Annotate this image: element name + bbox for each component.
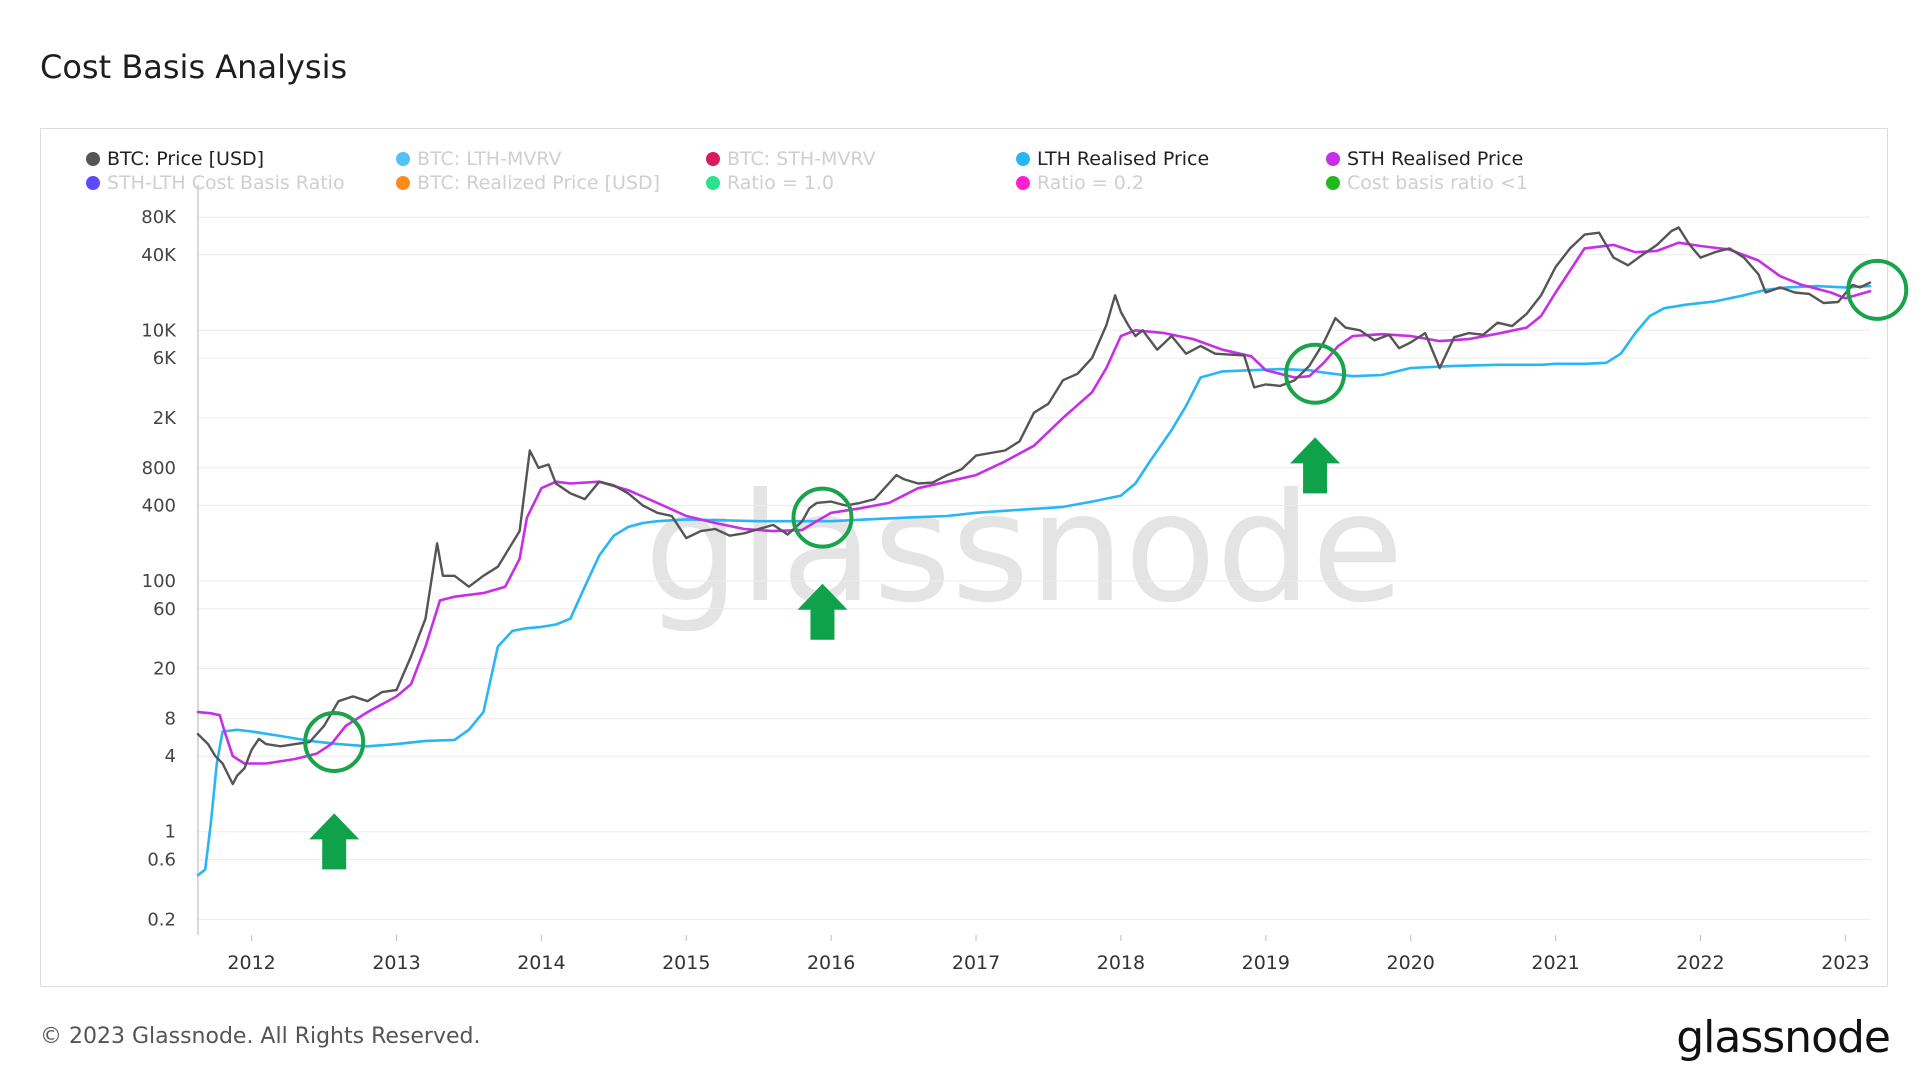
legend-marker bbox=[1016, 152, 1030, 166]
x-tick-label: 2021 bbox=[1531, 952, 1579, 974]
highlight-circle bbox=[303, 710, 366, 773]
chart-frame bbox=[40, 128, 1888, 987]
legend-marker bbox=[1326, 176, 1340, 190]
x-tick-label: 2013 bbox=[372, 952, 420, 974]
y-tick-label: 6K bbox=[153, 348, 177, 369]
x-tick-label: 2015 bbox=[662, 952, 710, 974]
y-tick-label: 2K bbox=[153, 408, 177, 429]
legend-marker bbox=[1326, 152, 1340, 166]
x-tick-label: 2016 bbox=[807, 952, 855, 974]
legend-item[interactable]: Cost basis ratio <1 bbox=[1326, 172, 1528, 194]
y-tick-label: 0.2 bbox=[147, 909, 176, 930]
x-tick-label: 2017 bbox=[952, 952, 1000, 974]
legend-item[interactable]: LTH Realised Price bbox=[1016, 148, 1209, 170]
legend-label: Ratio = 1.0 bbox=[727, 172, 834, 194]
glassnode-logo[interactable]: glassnode bbox=[1676, 1012, 1891, 1063]
series-line-lth-realised-price bbox=[196, 284, 1872, 877]
highlight-circle bbox=[1284, 342, 1347, 405]
legend-item[interactable]: STH Realised Price bbox=[1326, 148, 1523, 170]
x-tick-label: 2022 bbox=[1676, 952, 1724, 974]
legend-label: STH Realised Price bbox=[1347, 148, 1524, 170]
legend-marker bbox=[706, 176, 720, 190]
legend-label: Ratio = 0.2 bbox=[1037, 172, 1144, 194]
y-tick-label: 10K bbox=[141, 320, 177, 341]
legend-marker bbox=[396, 152, 410, 166]
x-tick-label: 2023 bbox=[1821, 952, 1869, 974]
x-tick-label: 2020 bbox=[1387, 952, 1435, 974]
highlight-circle bbox=[1846, 258, 1909, 321]
x-tick-label: 2018 bbox=[1097, 952, 1145, 974]
y-tick-label: 20 bbox=[153, 659, 176, 680]
legend-marker bbox=[86, 176, 100, 190]
y-tick-label: 4 bbox=[165, 746, 176, 767]
y-tick-label: 0.6 bbox=[147, 850, 176, 871]
series-line-sth-realised-price bbox=[196, 241, 1872, 765]
legend-item[interactable]: STH-LTH Cost Basis Ratio bbox=[86, 172, 345, 194]
x-tick-label: 2014 bbox=[517, 952, 565, 974]
legend-label: LTH Realised Price bbox=[1037, 148, 1210, 170]
legend-item[interactable]: BTC: Realized Price [USD] bbox=[396, 172, 660, 194]
legend-item[interactable]: Ratio = 1.0 bbox=[706, 172, 834, 194]
legend-label: Cost basis ratio <1 bbox=[1347, 172, 1528, 194]
y-tick-label: 60 bbox=[153, 599, 176, 620]
legend-marker bbox=[706, 152, 720, 166]
legend-label: BTC: LTH-MVRV bbox=[417, 148, 562, 170]
y-tick-label: 40K bbox=[141, 245, 177, 266]
y-tick-label: 8 bbox=[165, 709, 176, 730]
legend-marker bbox=[1016, 176, 1030, 190]
x-tick-label: 2019 bbox=[1242, 952, 1290, 974]
page-title: Cost Basis Analysis bbox=[40, 48, 348, 86]
copyright-text: © 2023 Glassnode. All Rights Reserved. bbox=[40, 1024, 481, 1049]
y-tick-label: 80K bbox=[141, 207, 177, 228]
legend-item[interactable]: Ratio = 0.2 bbox=[1016, 172, 1144, 194]
x-tick-label: 2012 bbox=[227, 952, 275, 974]
y-tick-label: 400 bbox=[142, 496, 176, 517]
highlight-circle bbox=[791, 486, 854, 549]
y-tick-label: 1 bbox=[165, 822, 176, 843]
legend-item[interactable]: BTC: STH-MVRV bbox=[706, 148, 876, 170]
legend-label: BTC: STH-MVRV bbox=[727, 148, 876, 170]
arrow-up-icon bbox=[797, 583, 848, 640]
y-tick-label: 800 bbox=[142, 458, 176, 479]
arrow-up-icon bbox=[309, 813, 360, 870]
legend-marker bbox=[86, 152, 100, 166]
y-tick-label: 100 bbox=[142, 571, 176, 592]
legend-marker bbox=[396, 176, 410, 190]
series-line-btc-price-usd bbox=[196, 226, 1872, 786]
watermark-text: glassnode bbox=[644, 462, 1403, 636]
legend-item[interactable]: BTC: Price [USD] bbox=[86, 148, 264, 170]
legend-item[interactable]: BTC: LTH-MVRV bbox=[396, 148, 562, 170]
legend-label: STH-LTH Cost Basis Ratio bbox=[107, 172, 345, 194]
legend-label: BTC: Realized Price [USD] bbox=[417, 172, 661, 194]
legend-label: BTC: Price [USD] bbox=[107, 148, 265, 170]
arrow-up-icon bbox=[1290, 437, 1341, 494]
